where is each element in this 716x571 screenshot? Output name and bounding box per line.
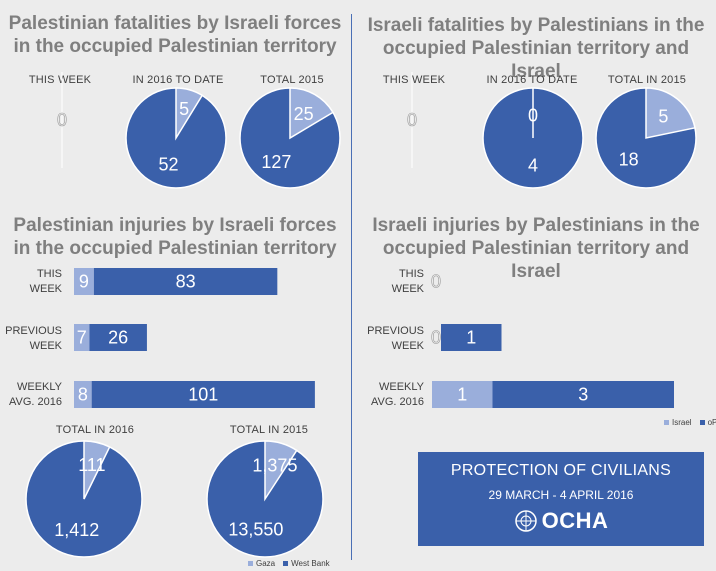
pie-8-slice-light — [83, 440, 111, 500]
label-this-week-right: THIS WEEK — [382, 74, 446, 86]
right-row-label-2: PREVIOUS WEEK — [367, 325, 424, 352]
right-injury-bar-2-s1 — [432, 381, 493, 408]
pie-5-slice-light — [645, 87, 696, 139]
banner-title: PROTECTION OF CIVILIANS — [450, 462, 672, 479]
pie-8-label-dark: 1,412 — [54, 520, 99, 540]
right-top-title: Israeli fatalities by Palestinians in th… — [356, 14, 716, 83]
legend-left: Gaza West Bank — [248, 559, 330, 568]
legend-swatch-gaza — [248, 561, 253, 566]
left-injury-bar-1-s2-label: 26 — [108, 328, 128, 348]
left-injury-bar-0-s1 — [74, 268, 94, 295]
label-total-2015-left: TOTAL 2015 — [260, 74, 324, 86]
poc-banner: PROTECTION OF CIVILIANS 29 MARCH - 4 APR… — [418, 452, 704, 546]
label-total-2015-bottom: TOTAL IN 2015 — [229, 424, 309, 436]
right-injury-bar-0-s1-label: 0 — [431, 272, 441, 292]
left-top-title-line1: Palestinian fatalities by Israeli forces — [8, 13, 342, 34]
left-mid-title-line1: Palestinian injuries by Israeli forces — [13, 215, 337, 236]
legend-right: Israel oPt — [664, 418, 716, 427]
right-injury-bar-2-s2-label: 3 — [578, 385, 588, 405]
pie-1-slice-light — [175, 87, 204, 141]
pie-4-label-light: 0 — [528, 106, 538, 126]
left-top-title: Palestinian fatalities by Israeli forces… — [0, 12, 350, 58]
label-this-week-left: THIS WEEK — [28, 74, 92, 86]
legend-israel: Israel — [672, 418, 692, 427]
pie-5-label-light: 5 — [658, 107, 668, 127]
legend-swatch-westbank — [283, 561, 289, 566]
left-injury-bar-2-s2-label: 101 — [188, 385, 218, 405]
legend-swatch-opt — [699, 420, 705, 425]
pie-1-label-dark: 52 — [159, 154, 179, 174]
left-injury-bar-0-s2 — [93, 268, 278, 295]
label-total-2016-bottom: TOTAL IN 2016 — [55, 424, 135, 436]
banner-dates: 29 MARCH - 4 APRIL 2016 — [488, 488, 634, 502]
right-row-label-3: WEEKLY AVG. 2016 — [371, 381, 424, 408]
label-2016-to-date-left: IN 2016 TO DATE — [132, 74, 224, 86]
pie-9-label-light: 1,375 — [252, 456, 297, 476]
right-injury-bar-1-s2 — [441, 324, 502, 351]
legend-swatch-israel — [664, 420, 669, 425]
left-injury-bar-2-s1-label: 8 — [78, 385, 88, 405]
label-2016-to-date-right: IN 2016 TO DATE — [486, 74, 578, 86]
ocha-logo-text: OCHA — [541, 508, 609, 533]
right-injury-bar-2-s2 — [492, 381, 674, 408]
pie-8-label-light: 111 — [78, 455, 105, 475]
left-injury-bar-1-s1 — [74, 324, 90, 351]
left-injury-bar-2-s1 — [74, 381, 92, 408]
ocha-logo: OCHA — [418, 508, 704, 534]
left-row-label-1: THIS WEEK — [29, 268, 62, 295]
un-emblem-icon — [514, 510, 537, 532]
left-top-title-line2: in the occupied Palestinian territory — [13, 36, 337, 57]
vertical-divider — [351, 14, 352, 560]
pie-3-value-0: 0 — [407, 110, 417, 130]
left-injury-bar-0-s2-label: 83 — [176, 272, 196, 292]
pie-2-label-dark: 127 — [261, 152, 291, 172]
left-mid-title: Palestinian injuries by Israeli forces i… — [0, 214, 350, 260]
right-row-label-1: THIS WEEK — [391, 268, 424, 295]
pie-9-slice-light — [264, 440, 298, 502]
right-mid-title-line2: occupied Palestinian territory and Israe… — [382, 238, 690, 282]
left-injury-bar-2-s2 — [91, 381, 315, 408]
right-top-title-line1: Israeli fatalities by Palestinians in th… — [367, 15, 705, 36]
left-row-label-3: WEEKLY AVG. 2016 — [9, 381, 62, 408]
left-injury-bar-1-s2 — [89, 324, 147, 351]
left-row-label-2: PREVIOUS WEEK — [5, 325, 62, 352]
left-injury-bar-0-s1-label: 9 — [79, 272, 89, 292]
pie-5-label-dark: 18 — [619, 149, 639, 169]
pie-2-slice-light — [289, 87, 334, 140]
pie-0-value-0: 0 — [57, 110, 67, 130]
legend-opt: oPt — [707, 418, 716, 427]
right-mid-title: Israeli injuries by Palestinians in the … — [356, 214, 716, 283]
legend-westbank: West Bank — [291, 559, 330, 568]
pie-4-label-dark: 4 — [528, 156, 538, 176]
left-injury-bar-1-s1-label: 7 — [77, 328, 87, 348]
label-total-2015-right: TOTAL IN 2015 — [607, 74, 687, 86]
right-injury-bar-2-s1-label: 1 — [457, 385, 467, 405]
pie-1-label-light: 5 — [179, 99, 189, 119]
right-mid-title-line1: Israeli injuries by Palestinians in the — [372, 215, 700, 236]
legend-gaza: Gaza — [256, 559, 276, 568]
pie-9-label-dark: 13,550 — [228, 520, 283, 540]
pie-2-label-light: 25 — [294, 104, 314, 124]
right-top-title-line2: occupied Palestinian territory and Israe… — [382, 38, 690, 82]
right-injury-bar-1-s2-label: 1 — [466, 328, 476, 348]
left-mid-title-line2: in the occupied Palestinian territory — [13, 238, 337, 259]
right-injury-bar-1-s1-label: 0 — [431, 328, 441, 348]
